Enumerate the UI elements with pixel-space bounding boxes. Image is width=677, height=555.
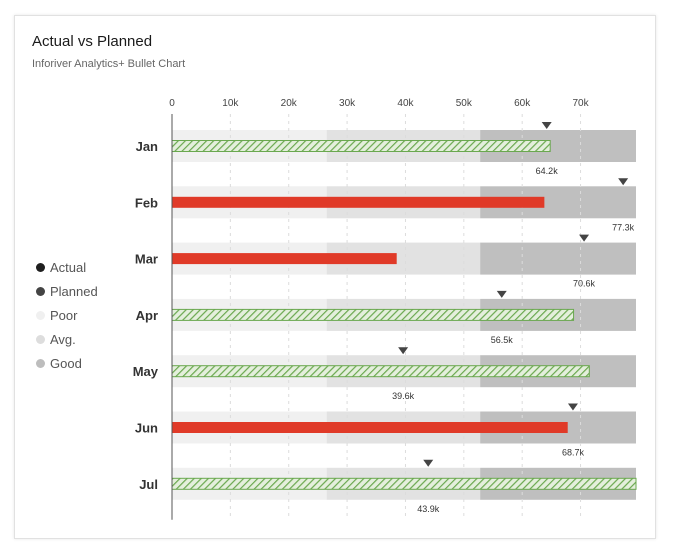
category-label-feb: Feb (135, 195, 158, 210)
planned-markers (398, 122, 629, 467)
legend-label-poor: Poor (50, 307, 78, 323)
x-tick-label-50k: 50k (456, 98, 473, 109)
actual-bar-feb (172, 196, 545, 208)
actual-bar-apr (171, 308, 575, 321)
planned-marker-apr (496, 290, 507, 298)
planned-label-may: 39.6k (392, 391, 415, 401)
x-tick-label-40k: 40k (397, 98, 414, 109)
planned-marker-jul (423, 459, 434, 467)
actual-bar-jun (172, 422, 568, 433)
chart-subtitle: Inforiver Analytics+ Bullet Chart (32, 58, 186, 70)
x-tick-label-60k: 60k (514, 98, 531, 109)
legend-label-planned: Planned (50, 283, 98, 299)
planned-label-apr: 56.5k (491, 335, 514, 345)
legend-swatch-actual (36, 262, 45, 272)
planned-marker-jan (541, 122, 552, 129)
planned-label-mar: 70.6k (573, 279, 596, 289)
category-label-jul: Jul (139, 477, 158, 492)
planned-label-jun: 68.7k (562, 448, 585, 458)
x-tick-label-70k: 70k (572, 98, 589, 109)
legend-swatch-poor (36, 310, 45, 320)
legend-item-actual[interactable]: Actual (36, 255, 98, 279)
category-labels: Jan 64.2k Feb 77.3k Mar 70.6k Apr 56.5k May 39.6k… (133, 139, 635, 514)
x-tick-label-10k: 10k (222, 98, 239, 109)
planned-marker-mar (579, 234, 590, 242)
legend-item-poor[interactable]: Poor (36, 303, 98, 327)
chart-card (14, 15, 656, 539)
actual-bar-may (171, 365, 590, 378)
category-label-mar: Mar (135, 252, 158, 267)
planned-label-feb: 77.3k (612, 222, 635, 232)
x-tick-label-20k: 20k (281, 98, 298, 109)
legend-label-good: Good (50, 355, 82, 371)
actual-bar-mar (172, 253, 397, 265)
legend-item-planned[interactable]: Planned (36, 279, 98, 303)
planned-marker-feb (618, 178, 629, 186)
legend-swatch-planned (36, 286, 45, 296)
legend-label-actual: Actual (50, 259, 87, 275)
category-label-apr: Apr (136, 308, 158, 323)
range-good-mar (480, 242, 636, 275)
x-tick-label-0: 0 (169, 98, 175, 109)
planned-label-jan: 64.2k (536, 166, 559, 176)
actual-bar-jul (171, 477, 637, 490)
legend-swatch-avg (36, 334, 45, 344)
x-tick-label-30k: 30k (339, 98, 356, 109)
x-axis-ticks: 0 10k 20k 30k 40k 50k 60k 70k (169, 98, 589, 109)
legend-item-avg[interactable]: Avg. (36, 327, 98, 351)
legend: Actual Planned Poor Avg. Good (36, 255, 98, 375)
gridlines (229, 114, 582, 520)
legend-swatch-good (36, 358, 45, 368)
category-label-jun: Jun (135, 421, 158, 436)
category-label-jan: Jan (136, 139, 158, 154)
planned-label-jul: 43.9k (417, 504, 440, 514)
planned-marker-jun (567, 403, 578, 411)
chart-title: Actual vs Planned (32, 33, 153, 50)
actual-bar-jan (171, 140, 551, 152)
category-label-may: May (133, 364, 159, 379)
planned-marker-may (398, 347, 409, 355)
legend-label-avg: Avg. (50, 331, 76, 347)
legend-item-good[interactable]: Good (36, 351, 98, 375)
